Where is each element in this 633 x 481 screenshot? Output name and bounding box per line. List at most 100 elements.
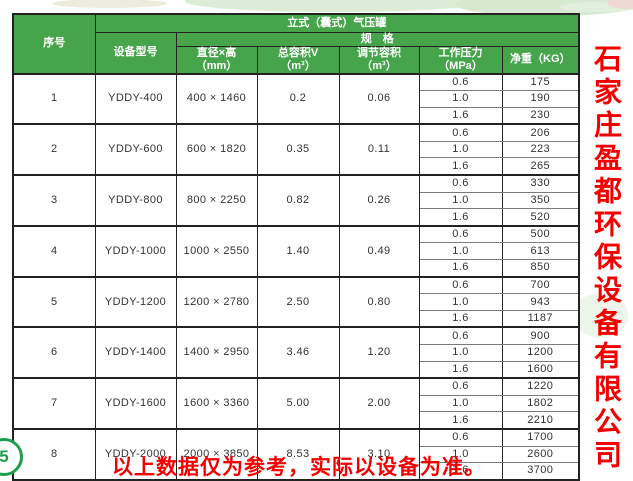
cell-weight: 900 (501, 326, 580, 346)
table-row: 1.0 350 (13, 191, 580, 210)
table-row: 2 YDDY-600 600 × 1820 0.35 0.11 0.6 206 (12, 123, 580, 176)
col-header-size-line1: 直径×高 (196, 46, 237, 59)
cell-pressure: 1.6 (418, 309, 503, 328)
table-header-row: 直径×高 （mm） 总容积V （m³） 调节容积 （m³） 工作压力 （MPa）… (13, 45, 580, 74)
cell-weight: 175 (501, 72, 580, 92)
cell-pressure: 1.0 (418, 344, 503, 362)
table-row: 1.6 850 (13, 259, 580, 278)
cell-serial: 8 (12, 427, 96, 481)
company-name-vertical: 石家庄盈都环保设备有限公司 (591, 44, 622, 473)
col-header-pressure-line1: 工作压力 (438, 46, 483, 59)
cell-weight: 2600 (501, 445, 580, 464)
col-header-size: 直径×高 （mm） (175, 45, 258, 74)
cell-serial: 6 (12, 326, 96, 379)
cell-weight: 613 (501, 242, 580, 261)
table-title: 立式（囊式）气压罐 (94, 13, 580, 33)
cell-model: YDDY-1400 (94, 326, 177, 379)
cell-adj-volume: 1.20 (338, 326, 420, 379)
cell-model: YDDY-400 (94, 72, 177, 125)
background-watermark (185, 0, 485, 12)
col-header-serial: 序号 (12, 13, 96, 74)
cell-pressure: 0.6 (418, 72, 503, 92)
col-header-weight: 净重（KG） (501, 45, 580, 74)
cell-weight: 230 (501, 106, 580, 125)
cell-size: 1600 × 3360 (175, 377, 258, 430)
table-row: 7 YDDY-1600 1600 × 3360 5.00 2.00 0.6 1220 (12, 377, 580, 430)
col-header-adj-volume-line1: 调节容积 (357, 46, 401, 59)
table-row: 1.6 2210 (13, 411, 580, 430)
cell-pressure: 1.0 (418, 90, 503, 108)
cell-pressure: 1.6 (418, 411, 503, 430)
cell-weight: 700 (501, 275, 580, 295)
col-header-total-volume: 总容积V （m³） (256, 45, 340, 74)
cell-pressure: 1.6 (418, 106, 503, 125)
cell-weight: 943 (501, 293, 580, 311)
cell-serial: 3 (12, 174, 96, 227)
cell-pressure: 1.6 (418, 259, 503, 278)
cell-pressure: 1.0 (418, 140, 503, 159)
cell-pressure: 1.0 (418, 293, 503, 311)
cell-size: 2000 × 3850 (175, 427, 258, 481)
cell-weight: 1200 (501, 344, 580, 362)
cell-weight: 265 (501, 157, 580, 176)
table-row: 1.0 943 (13, 293, 580, 311)
cell-serial: 2 (12, 123, 96, 176)
background-watermark (573, 293, 628, 338)
cell-adj-volume: 2.00 (338, 377, 420, 430)
col-header-adj-volume: 调节容积 （m³） (338, 45, 420, 74)
table-row: 1.0 2600 (13, 445, 580, 464)
cell-serial: 5 (12, 275, 96, 328)
table-row: 1.6 230 (13, 106, 580, 125)
col-header-adj-volume-line2: （m³） (361, 59, 397, 72)
cell-weight: 206 (501, 123, 580, 142)
cell-weight: 1700 (501, 427, 580, 447)
cell-pressure: 0.6 (418, 123, 503, 142)
table-row: 1.6 1187 (13, 309, 580, 328)
cell-model: YDDY-1200 (94, 275, 177, 328)
background-watermark (560, 2, 633, 12)
table-row: 6 YDDY-1400 1400 × 2950 3.46 1.20 0.6 900 (12, 326, 580, 379)
cell-pressure: 1.6 (418, 208, 503, 227)
cell-weight: 223 (501, 140, 580, 159)
cell-weight: 1187 (501, 309, 580, 328)
table-header-row: 设备型号 规 格 (13, 31, 580, 74)
cell-model: YDDY-600 (94, 123, 177, 176)
cell-adj-volume: 0.80 (338, 275, 420, 328)
cell-weight: 520 (501, 208, 580, 227)
table-row: 1.6 265 (13, 157, 580, 176)
table-row: 4 YDDY-1000 1000 × 2550 1.40 0.49 0.6 500 (12, 224, 580, 278)
cell-total-volume: 5.00 (256, 377, 340, 430)
cell-weight: 190 (501, 90, 580, 108)
cell-weight: 330 (501, 174, 580, 193)
cell-weight: 350 (501, 191, 580, 210)
cell-pressure: 1.0 (418, 242, 503, 261)
cell-pressure: 0.6 (418, 377, 503, 396)
table-row: 1.0 190 (13, 90, 580, 108)
cell-total-volume: 0.2 (256, 72, 340, 125)
table-row: 1 YDDY-400 400 × 1460 0.2 0.06 0.6 175 (12, 72, 580, 125)
cell-pressure: 0.6 (418, 427, 503, 447)
cell-pressure: 0.6 (418, 326, 503, 346)
cell-serial: 7 (12, 377, 96, 430)
cell-total-volume: 3.46 (256, 326, 340, 379)
cell-model: YDDY-800 (94, 174, 177, 227)
cell-serial: 1 (12, 72, 96, 125)
table-row: 8 YDDY-2000 2000 × 3850 8.53 3.10 0.6 1700 (12, 427, 580, 481)
col-header-pressure: 工作压力 （MPa） (418, 45, 503, 74)
cell-model: YDDY-1000 (94, 224, 177, 278)
table-row: 1.0 613 (13, 242, 580, 261)
cell-total-volume: 0.82 (256, 174, 340, 227)
cell-weight: 1600 (501, 360, 580, 379)
table-row: 1.0 1802 (13, 394, 580, 413)
col-header-total-volume-line2: （m³） (280, 59, 316, 72)
cell-serial: 4 (12, 224, 96, 278)
table-row: 1.0 1200 (13, 344, 580, 362)
cell-size: 1000 × 2550 (175, 224, 258, 278)
cell-size: 600 × 1820 (175, 123, 258, 176)
spec-table: 序号 立式（囊式）气压罐 设备型号 规 格 直径×高 （mm） 总容积V （m³… (12, 13, 580, 481)
cell-pressure: 1.6 (418, 360, 503, 379)
cell-pressure: 1.0 (418, 394, 503, 413)
cell-total-volume: 0.35 (256, 123, 340, 176)
table-row: 1.0 223 (13, 140, 580, 159)
cell-adj-volume: 0.26 (338, 174, 420, 227)
